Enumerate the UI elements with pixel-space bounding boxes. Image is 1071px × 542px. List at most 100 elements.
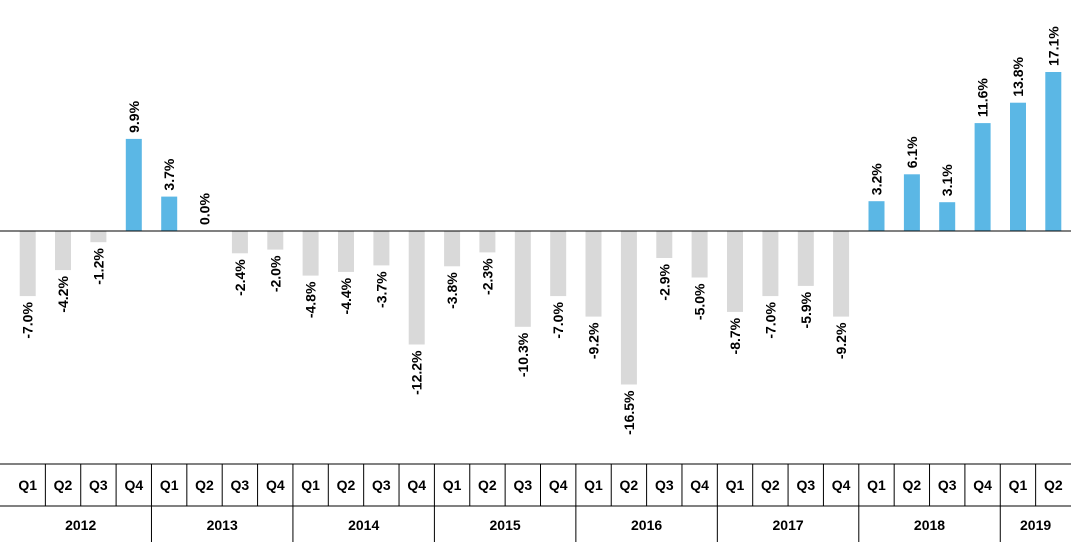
quarter-label: Q1 bbox=[443, 477, 462, 493]
bar bbox=[90, 231, 107, 243]
data-label: -16.5% bbox=[621, 390, 637, 435]
quarter-label: Q2 bbox=[620, 477, 639, 493]
quarter-label: Q4 bbox=[690, 477, 709, 493]
bar bbox=[620, 231, 637, 385]
data-label: -5.9% bbox=[798, 291, 814, 328]
bar bbox=[302, 231, 319, 276]
bar bbox=[974, 123, 991, 231]
data-labels-layer: -7.0% -4.2% -1.2% 9.9% 3.7% 0.0% -2.4% -2.0% -4.… bbox=[20, 26, 1062, 435]
data-label: -4.8% bbox=[303, 281, 319, 318]
data-label: -4.2% bbox=[55, 276, 71, 313]
data-label: 3.2% bbox=[869, 163, 885, 195]
bar bbox=[727, 231, 743, 312]
quarter-label: Q2 bbox=[478, 477, 497, 493]
bar bbox=[373, 231, 390, 266]
data-label: 6.1% bbox=[904, 136, 920, 168]
bar bbox=[125, 138, 142, 231]
bar bbox=[868, 201, 885, 231]
data-label: -9.2% bbox=[586, 322, 602, 359]
bar bbox=[514, 231, 531, 327]
data-label: 9.9% bbox=[126, 100, 142, 132]
data-label: -9.2% bbox=[833, 322, 849, 359]
data-label: -2.4% bbox=[232, 259, 248, 296]
data-label: -12.2% bbox=[409, 350, 425, 395]
bar bbox=[479, 231, 496, 253]
quarter-label: Q1 bbox=[726, 477, 745, 493]
quarter-label: Q2 bbox=[903, 477, 922, 493]
bar bbox=[1045, 72, 1062, 231]
quarter-label: Q2 bbox=[1044, 477, 1063, 493]
year-label: 2012 bbox=[65, 517, 96, 533]
bar bbox=[408, 231, 425, 345]
quarter-label: Q4 bbox=[407, 477, 426, 493]
bar bbox=[691, 231, 708, 278]
quarter-label: Q4 bbox=[549, 477, 568, 493]
quarter-label: Q4 bbox=[832, 477, 851, 493]
quarter-label: Q1 bbox=[1009, 477, 1028, 493]
data-label: -4.4% bbox=[338, 277, 354, 314]
quarter-label: Q2 bbox=[761, 477, 780, 493]
bar bbox=[444, 231, 461, 267]
data-label: 11.6% bbox=[975, 78, 991, 117]
bar bbox=[161, 196, 178, 231]
quarter-label: Q1 bbox=[584, 477, 603, 493]
bar bbox=[267, 231, 284, 250]
bar bbox=[338, 231, 354, 272]
quarter-label: Q1 bbox=[867, 477, 886, 493]
quarter-label: Q3 bbox=[938, 477, 957, 493]
bar bbox=[797, 231, 814, 286]
bar bbox=[903, 174, 920, 231]
data-label: -7.0% bbox=[762, 302, 778, 339]
data-label: 3.7% bbox=[161, 158, 177, 190]
year-label: 2018 bbox=[914, 517, 945, 533]
data-label: -7.0% bbox=[20, 302, 36, 339]
bar bbox=[585, 231, 602, 317]
category-table: Q1 Q2 Q3 Q4 Q1 Q2 Q3 Q4 Q1 Q2 Q3 Q4 Q1 Q2 Q3 Q4 Q1 Q2 Q3 Q4… bbox=[0, 463, 1071, 542]
year-label: 2013 bbox=[207, 517, 238, 533]
data-label: -10.3% bbox=[515, 332, 531, 377]
bar bbox=[19, 231, 36, 297]
year-label: 2015 bbox=[490, 517, 521, 533]
data-label: -2.3% bbox=[479, 258, 495, 295]
quarter-label: Q1 bbox=[160, 477, 179, 493]
data-label: -7.0% bbox=[550, 302, 566, 339]
data-label: -3.8% bbox=[444, 272, 460, 309]
bar bbox=[550, 231, 567, 297]
data-label: 3.1% bbox=[939, 164, 955, 196]
quarter-label: Q2 bbox=[195, 477, 214, 493]
quarter-label: Q1 bbox=[301, 477, 320, 493]
year-label: 2016 bbox=[631, 517, 662, 533]
bar bbox=[939, 202, 956, 231]
quarter-label: Q3 bbox=[513, 477, 532, 493]
data-label: -3.7% bbox=[373, 271, 389, 308]
year-label: 2017 bbox=[773, 517, 804, 533]
bar bbox=[762, 231, 779, 297]
data-label: 17.1% bbox=[1045, 26, 1061, 66]
quarter-label: Q4 bbox=[973, 477, 992, 493]
bar bbox=[833, 231, 850, 317]
quarter-label: Q4 bbox=[124, 477, 143, 493]
quarter-label: Q3 bbox=[89, 477, 108, 493]
year-label: 2014 bbox=[348, 517, 379, 533]
data-label: -2.9% bbox=[656, 263, 672, 300]
data-label: -1.2% bbox=[90, 248, 106, 285]
quarter-label: Q3 bbox=[372, 477, 391, 493]
data-label: 13.8% bbox=[1010, 56, 1026, 96]
quarter-label: Q3 bbox=[655, 477, 674, 493]
quarter-label: Q1 bbox=[18, 477, 37, 493]
quarter-label: Q2 bbox=[54, 477, 73, 493]
quarter-label: Q3 bbox=[796, 477, 815, 493]
bar bbox=[1010, 102, 1026, 231]
quarter-label: Q2 bbox=[337, 477, 356, 493]
data-label: -2.0% bbox=[267, 255, 283, 292]
quarter-label: Q3 bbox=[231, 477, 250, 493]
data-label: -8.7% bbox=[727, 317, 743, 354]
data-label: -5.0% bbox=[692, 283, 708, 320]
quarter-label: Q4 bbox=[266, 477, 285, 493]
bars-layer bbox=[19, 72, 1062, 385]
bar bbox=[656, 231, 673, 258]
bar bbox=[55, 231, 71, 271]
data-label: 0.0% bbox=[197, 193, 213, 225]
bar bbox=[231, 231, 248, 254]
